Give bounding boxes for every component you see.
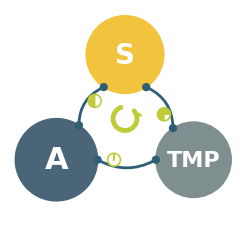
Wedge shape (88, 95, 95, 108)
Circle shape (76, 122, 82, 129)
Circle shape (156, 123, 231, 198)
Circle shape (94, 157, 101, 164)
Circle shape (143, 84, 150, 91)
Circle shape (86, 17, 164, 94)
Circle shape (158, 109, 170, 121)
Circle shape (108, 154, 120, 166)
Text: TMP: TMP (167, 150, 220, 170)
Circle shape (88, 95, 101, 108)
Circle shape (170, 125, 176, 132)
FancyArrowPatch shape (149, 89, 173, 126)
Wedge shape (158, 109, 170, 121)
FancyArrowPatch shape (100, 161, 154, 168)
Text: A: A (44, 146, 68, 174)
Circle shape (152, 157, 159, 164)
Text: S: S (115, 41, 135, 69)
Circle shape (15, 119, 98, 201)
Circle shape (100, 84, 107, 91)
FancyArrowPatch shape (79, 89, 101, 123)
